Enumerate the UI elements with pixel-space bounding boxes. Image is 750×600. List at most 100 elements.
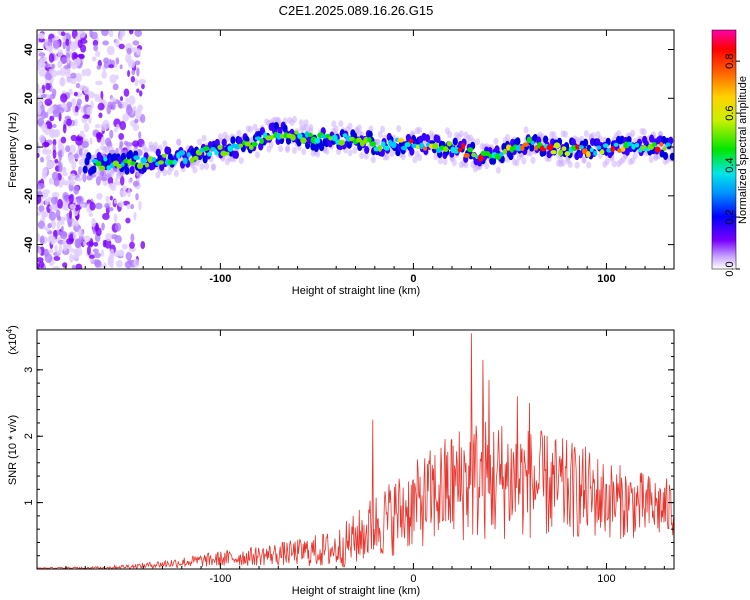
ridge-hotspot: [151, 157, 156, 162]
ridge-hotspot: [471, 152, 477, 158]
ridge-hotspot: [453, 146, 460, 154]
noise-dot: [121, 243, 128, 250]
noise-dot: [74, 118, 78, 127]
noise-dot: [70, 134, 78, 142]
ridge-core: [166, 146, 172, 155]
ridge-core: [273, 121, 279, 130]
ridge-core: [424, 134, 431, 143]
noise-dot: [71, 254, 79, 261]
snr-ticks: -100 0 100 1 2 3: [23, 330, 674, 585]
noise-dot: [68, 194, 74, 204]
noise-dot: [70, 41, 78, 52]
noise-dot: [54, 196, 59, 204]
ridge-halo: [396, 125, 402, 133]
noise-dot: [106, 45, 115, 56]
y-tick-label: 20: [23, 92, 35, 104]
ridge-hotspot: [186, 152, 191, 158]
noise-dot: [39, 134, 46, 144]
ridge-core: [91, 165, 97, 174]
ridge-band: [78, 115, 674, 181]
ridge-hotspot: [546, 144, 554, 151]
ridge-halo: [359, 152, 365, 160]
noise-dot: [126, 204, 131, 210]
ridge-core: [452, 137, 458, 146]
ridge-hotspot: [602, 143, 609, 148]
ridge-halo: [338, 120, 344, 128]
ridge-hotspot: [342, 133, 348, 138]
noise-dot: [90, 31, 98, 40]
ridge-halo: [560, 159, 566, 167]
noise-dot: [79, 130, 85, 135]
noise-dot: [41, 122, 48, 133]
noise-dot: [101, 71, 107, 79]
ridge-hotspot: [106, 165, 112, 171]
ridge-halo: [153, 141, 159, 149]
noise-dot: [119, 96, 124, 102]
ridge-halo: [268, 141, 274, 149]
noise-dot: [96, 192, 103, 200]
noise-dot: [93, 252, 102, 259]
ridge-halo: [380, 125, 386, 133]
ridge-hotspot: [210, 146, 216, 152]
noise-dot: [58, 149, 63, 157]
noise-dot: [95, 80, 103, 86]
noise-dot: [116, 123, 120, 130]
noise-dot: [119, 189, 128, 197]
ridge-halo: [417, 154, 423, 162]
ridge-hotspot: [244, 141, 251, 147]
noise-dot: [41, 211, 49, 218]
noise-dot: [57, 142, 65, 153]
noise-dot: [122, 185, 127, 191]
noise-dot: [42, 167, 48, 174]
noise-dot: [114, 181, 122, 186]
noise-dot: [116, 249, 125, 257]
noise-dot: [129, 241, 135, 249]
noise-dot: [43, 142, 50, 147]
ridge-hotspot: [356, 137, 362, 143]
snr-panel: -100 0 100 1 2 3 Height of straight line (km)…: [5, 325, 675, 597]
noise-dot: [93, 241, 99, 247]
noise-dot: [89, 201, 96, 211]
noise-dot: [107, 101, 113, 109]
noise-dot: [83, 235, 91, 242]
noise-dot: [76, 177, 83, 182]
x-tick-label: 100: [597, 273, 615, 285]
ridge-halo: [521, 157, 527, 165]
ridge-halo: [458, 130, 464, 138]
noise-dot: [130, 233, 135, 243]
noise-dot: [66, 44, 71, 52]
ridge-core: [86, 152, 92, 161]
ridge-halo: [192, 166, 198, 174]
noise-dot: [52, 266, 61, 269]
noise-dot: [125, 142, 134, 147]
noise-dot: [70, 61, 78, 70]
noise-dot: [128, 30, 134, 35]
noise-dot: [138, 78, 146, 85]
ridge-halo: [417, 126, 423, 134]
ridge-hotspot: [290, 134, 296, 141]
noise-dot: [119, 120, 127, 131]
noise-dot: [113, 213, 118, 223]
noise-dot: [88, 254, 96, 259]
ridge-core: [258, 142, 264, 151]
ridge-halo: [567, 160, 573, 168]
noise-dot: [48, 248, 54, 254]
ridge-halo: [530, 156, 536, 164]
spectrogram-ticks: -100 0 100 -40 -20 0 20 40: [23, 30, 674, 285]
noise-dot: [37, 232, 41, 242]
ridge-hotspot: [530, 140, 535, 146]
ridge-hotspot: [331, 134, 338, 142]
ridge-halo: [630, 129, 636, 137]
noise-dot: [59, 67, 67, 77]
noise-dot: [107, 257, 114, 268]
ridge-halo: [298, 119, 304, 127]
noise-dot: [40, 93, 47, 98]
ridge-hotspot: [477, 154, 484, 162]
ridge-hotspot: [130, 161, 136, 166]
noise-dot: [76, 195, 84, 205]
noise-dot: [57, 60, 63, 69]
noise-dot: [57, 106, 65, 114]
ridge-halo: [324, 147, 330, 155]
noise-dot: [119, 30, 124, 35]
noise-dot: [132, 180, 140, 187]
